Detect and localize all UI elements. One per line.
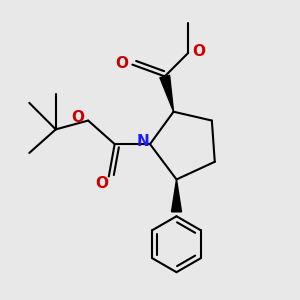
Polygon shape [172,179,182,212]
Polygon shape [160,75,174,112]
Text: N: N [136,134,149,149]
Text: O: O [71,110,84,125]
Text: O: O [116,56,128,70]
Text: O: O [192,44,205,59]
Text: O: O [95,176,108,191]
